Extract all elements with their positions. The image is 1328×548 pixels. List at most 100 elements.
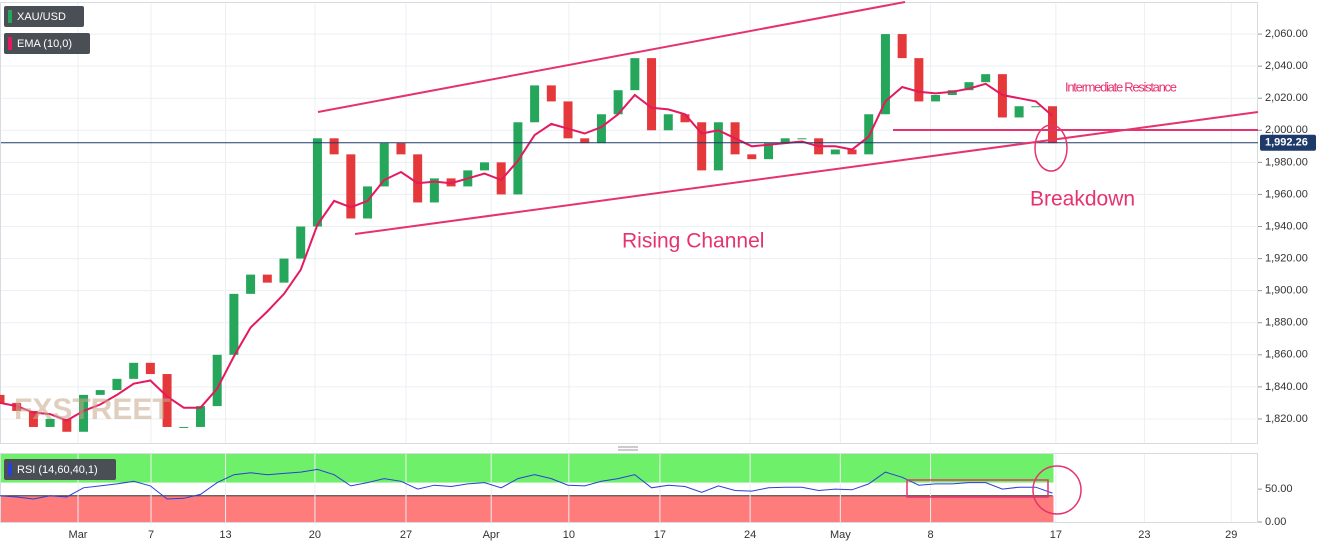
candle-body (780, 138, 790, 144)
legend-label: RSI (14,60,40,1) (17, 464, 98, 476)
candle-body (563, 101, 573, 139)
x-tick-label: 17 (1050, 529, 1062, 541)
candle-body (296, 226, 306, 259)
candle-body (830, 149, 840, 155)
x-tick-label: May (830, 529, 851, 541)
candle-body (797, 138, 807, 140)
candle-body (880, 34, 890, 115)
y-tick-label: 2,060.00 (1265, 28, 1308, 40)
candle-body (964, 82, 974, 91)
candle-body (1014, 106, 1024, 118)
y-tick-label: 1,820.00 (1265, 413, 1308, 425)
legend-label: EMA (10,0) (17, 38, 72, 50)
rsi-upper-zone (1, 454, 1054, 483)
legend-box (4, 6, 84, 27)
x-tick-label: 27 (400, 529, 412, 541)
candle-body (363, 186, 373, 219)
x-tick-label: 8 (927, 529, 933, 541)
legend-box (4, 459, 116, 480)
candle-body (1031, 106, 1041, 108)
candle-body (897, 34, 907, 59)
x-tick-label: 29 (1225, 529, 1237, 541)
candle-body (630, 58, 640, 91)
y-tick-label: 1,960.00 (1265, 188, 1308, 200)
candle-body (580, 138, 590, 144)
candle-body (145, 362, 155, 375)
candle-body (229, 293, 239, 355)
rsi-panel (0, 453, 1258, 523)
y-tick-label: 2,020.00 (1265, 92, 1308, 104)
channel-lower (354, 111, 1259, 235)
x-tick-label: Mar (69, 529, 88, 541)
annotation: Rising Channel (622, 230, 764, 253)
x-tick-label: 23 (1138, 529, 1150, 541)
candle-body (262, 274, 272, 283)
candle-body (62, 418, 72, 432)
x-tick-label: 13 (219, 529, 231, 541)
candle-body (312, 138, 322, 227)
y-tick-label: 2,000.00 (1265, 124, 1308, 136)
x-tick-label: 7 (148, 529, 154, 541)
candle-body (496, 162, 506, 195)
rsi-line (0, 468, 1053, 500)
y-tick-label: 1,880.00 (1265, 317, 1308, 329)
rsi-box (906, 479, 1049, 498)
candle-body (379, 143, 389, 187)
y-tick-label: 1,860.00 (1265, 349, 1308, 361)
last-price-label: 1,992.26 (1265, 137, 1308, 149)
candle-body (0, 394, 5, 403)
y-tick-label: 1,980.00 (1265, 156, 1308, 168)
candle-body (647, 58, 657, 131)
candle-body (513, 122, 523, 195)
x-tick-label: 24 (744, 529, 756, 541)
candle-body (279, 258, 289, 283)
legend-label: XAU/USD (17, 11, 66, 23)
legend-box (4, 33, 90, 54)
legend-swatch (8, 463, 12, 476)
candle-body (329, 138, 339, 155)
x-tick-label: 17 (654, 529, 666, 541)
y-tick-label: 1,840.00 (1265, 381, 1308, 393)
y-tick-label: 2,040.00 (1265, 60, 1308, 72)
candle-body (28, 410, 38, 427)
candle-body (429, 178, 439, 203)
y-tick-label: 1,940.00 (1265, 220, 1308, 232)
candle-body (45, 418, 55, 427)
candle-body (697, 122, 707, 171)
candle-body (931, 95, 941, 102)
candle-body (663, 114, 673, 131)
x-tick-label: 10 (563, 529, 575, 541)
candle-body (195, 406, 205, 427)
candle-body (396, 143, 406, 155)
y-tick-label: 1,900.00 (1265, 285, 1308, 297)
annotation: Intermediate Resistance (1065, 79, 1177, 94)
price-panel (0, 2, 1258, 444)
candle-body (413, 154, 423, 203)
annotation: Breakdown (1030, 188, 1135, 211)
candle-body (212, 354, 222, 407)
candle-body (479, 162, 489, 171)
y-tick-label: 1,920.00 (1265, 252, 1308, 264)
y-tick-label: 50.00 (1265, 483, 1293, 495)
candle-body (179, 426, 189, 428)
last-price-box (1260, 134, 1316, 151)
breakdown-circle (1034, 124, 1068, 172)
candle-body (546, 85, 556, 102)
x-tick-label: Apr (483, 529, 500, 541)
candle-body (747, 154, 757, 160)
y-tick-label: 0.00 (1265, 516, 1286, 528)
ema-line (0, 82, 1054, 422)
rsi-circle (1032, 465, 1082, 515)
candle-body (79, 394, 89, 432)
candle-body (847, 149, 857, 155)
candle-body (246, 274, 256, 294)
legend-swatch (8, 10, 12, 23)
candle-body (914, 58, 924, 102)
candle-body (613, 90, 623, 115)
x-tick-label: 20 (309, 529, 321, 541)
channel-upper (317, 1, 906, 113)
candle-body (112, 378, 122, 391)
candle-body (713, 122, 723, 171)
candle-body (162, 374, 172, 427)
